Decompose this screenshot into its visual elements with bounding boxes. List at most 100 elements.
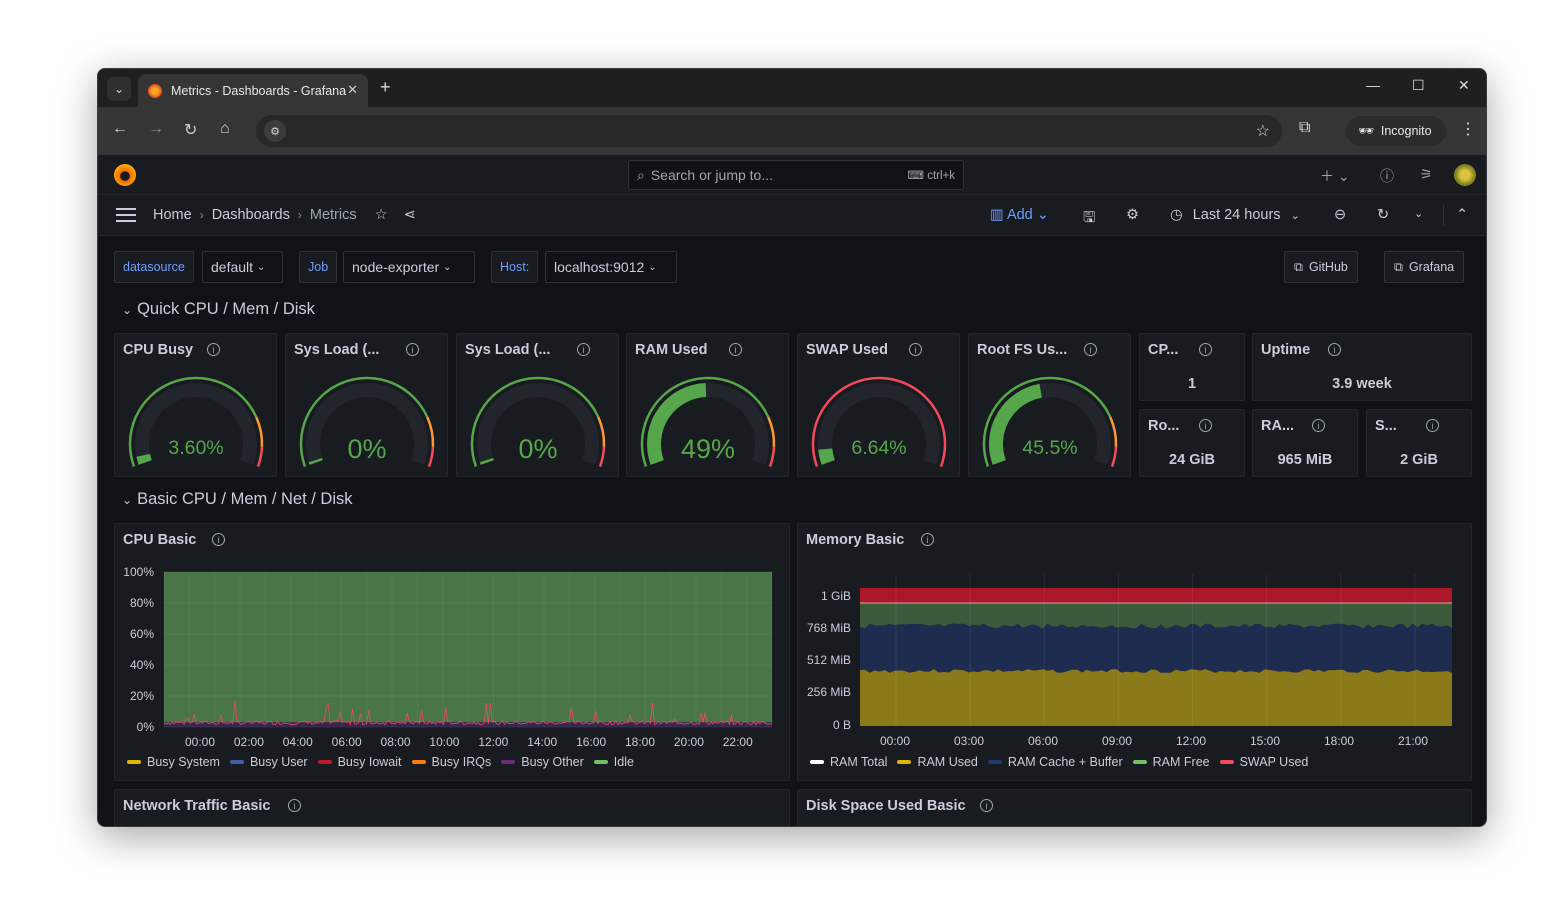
legend-item[interactable]: RAM Free [1132, 755, 1210, 769]
y-tick-label: 20% [130, 689, 154, 703]
minimize-button[interactable]: — [1366, 77, 1380, 93]
new-tab-button[interactable]: + [380, 77, 391, 97]
gauge-panel: Root FS Us... i 45.5% [968, 333, 1131, 477]
bookmark-star-icon[interactable]: ☆ [1255, 123, 1270, 140]
datasource-select[interactable]: default ⌄ [202, 251, 283, 283]
info-icon[interactable]: i [207, 343, 220, 356]
close-window-button[interactable]: ✕ [1458, 77, 1470, 93]
legend-item[interactable]: SWAP Used [1219, 755, 1308, 769]
info-icon[interactable]: i [980, 799, 993, 812]
legend-item[interactable]: Busy Iowait [317, 755, 402, 769]
cpu-basic-legend: Busy System Busy User Busy Iowait Busy IRQs… [127, 755, 634, 769]
add-panel-icon: ▥ [990, 207, 1004, 223]
browser-window: ⌄ Metrics - Dashboards - Grafana ✕ + — ☐… [97, 68, 1487, 827]
back-icon[interactable]: ← [112, 120, 128, 137]
legend-item[interactable]: Busy User [229, 755, 308, 769]
site-settings-icon[interactable]: ⚙ [264, 120, 286, 142]
reload-icon[interactable]: ↻ [184, 122, 198, 139]
search-input[interactable]: ⌕ Search or jump to... ⌨ ctrl+k [628, 160, 964, 190]
info-icon[interactable]: i [1328, 343, 1341, 356]
legend-item[interactable]: Busy System [127, 755, 220, 769]
settings-gear-icon[interactable]: ⚙ [1126, 207, 1139, 223]
info-icon[interactable]: i [406, 343, 419, 356]
info-icon[interactable]: i [288, 799, 301, 812]
tab-search-button[interactable]: ⌄ [107, 77, 131, 101]
info-icon[interactable]: i [729, 343, 742, 356]
time-picker[interactable]: ◷ Last 24 hours ⌄ [1170, 207, 1300, 223]
add-button[interactable]: ▥ Add ⌄ [990, 207, 1049, 223]
gauge-panel: RAM Used i 49% [626, 333, 789, 477]
extensions-icon[interactable]: ⧉ [1299, 119, 1311, 136]
info-icon[interactable]: i [1312, 419, 1325, 432]
avatar[interactable] [1454, 164, 1476, 186]
info-icon[interactable]: i [212, 533, 225, 546]
star-dashboard-icon[interactable]: ☆ [374, 207, 388, 223]
panel-title: S... [1375, 418, 1397, 434]
legend-item[interactable]: RAM Used [897, 755, 978, 769]
incognito-label: Incognito [1380, 124, 1432, 138]
x-tick-label: 06:00 [332, 735, 362, 749]
browser-tab[interactable]: Metrics - Dashboards - Grafana ✕ [138, 74, 368, 107]
info-icon[interactable]: i [921, 533, 934, 546]
info-icon[interactable]: i [577, 343, 590, 356]
panel-title: Disk Space Used Basic [806, 798, 966, 814]
info-icon[interactable]: i [1084, 343, 1097, 356]
info-icon[interactable]: i [1199, 419, 1212, 432]
info-icon[interactable]: i [1199, 343, 1212, 356]
incognito-badge[interactable]: 🕶 Incognito [1346, 116, 1446, 146]
stat-panel-rootfs-total: Ro... i 24 GiB [1139, 409, 1245, 477]
breadcrumb-current: Metrics [309, 207, 357, 223]
gauge-threshold-arc [982, 376, 1112, 467]
grafana-link-button[interactable]: ⧉ Grafana [1384, 251, 1465, 283]
x-tick-label: 16:00 [576, 735, 606, 749]
refresh-icon[interactable]: ↻ [1377, 207, 1390, 223]
new-menu-icon[interactable]: ＋ ⌄ [1320, 168, 1350, 184]
row-basic-header[interactable]: ⌄ Basic CPU / Mem / Net / Disk [122, 490, 353, 508]
busy-iowait-line [163, 701, 773, 726]
browser-menu-icon[interactable]: ⋮ [1460, 121, 1476, 138]
host-select[interactable]: localhost:9012 ⌄ [545, 251, 677, 283]
y-tick-label: 40% [130, 658, 154, 672]
memory-basic-chart[interactable]: 1 GiB 768 MiB 512 MiB 256 MiB 0 B 00:00 03:00 0… [798, 554, 1473, 754]
breadcrumb-home[interactable]: Home [153, 207, 192, 223]
breadcrumb-dashboards[interactable]: Dashboards [211, 207, 290, 223]
panel-title: Uptime [1261, 342, 1311, 358]
gauge-chart [299, 376, 435, 468]
stat-panel-uptime: Uptime i 3.9 week [1252, 333, 1472, 401]
github-link-button[interactable]: ⧉ GitHub [1284, 251, 1358, 283]
collapse-chevron-icon[interactable]: ⌃ [1456, 207, 1469, 223]
legend-label: Busy Iowait [337, 755, 402, 769]
row-quick-header[interactable]: ⌄ Quick CPU / Mem / Disk [122, 300, 315, 318]
forward-icon[interactable]: → [148, 120, 164, 137]
x-tick-label: 00:00 [880, 734, 910, 748]
maximize-button[interactable]: ☐ [1412, 77, 1425, 93]
save-dashboard-icon[interactable]: 🖫 [1083, 210, 1096, 226]
y-tick-label: 100% [123, 565, 154, 579]
gauge-value: 0% [518, 434, 558, 464]
close-tab-icon[interactable]: ✕ [347, 82, 358, 97]
legend-item[interactable]: Busy IRQs [411, 755, 491, 769]
legend-item[interactable]: Idle [593, 755, 634, 769]
menu-hamburger-icon[interactable] [116, 208, 136, 222]
x-tick-label: 18:00 [625, 735, 655, 749]
job-select[interactable]: node-exporter ⌄ [343, 251, 475, 283]
share-icon[interactable]: ⋖ [403, 207, 416, 223]
info-icon[interactable]: i [1426, 419, 1439, 432]
grafana-logo-icon[interactable] [114, 164, 136, 186]
help-icon[interactable]: ⓘ [1380, 168, 1394, 184]
legend-item[interactable]: Busy Other [501, 755, 584, 769]
address-bar[interactable]: ⚙ ☆ [256, 115, 1282, 147]
gauge-threshold-arc [255, 416, 264, 447]
refresh-interval-chevron-icon[interactable]: ⌄ [1414, 208, 1424, 220]
cpu-basic-chart[interactable]: 100% 80% 60% 40% 20% 0% 00:00 02:00 04:00 06:00 08… [115, 554, 791, 754]
gauge-panel: SWAP Used i 6.64% [797, 333, 960, 477]
chevron-down-icon: ⌄ [1290, 210, 1300, 222]
info-icon[interactable]: i [909, 343, 922, 356]
home-icon[interactable]: ⌂ [220, 120, 230, 137]
legend-item[interactable]: RAM Cache + Buffer [987, 755, 1123, 769]
news-feed-icon[interactable]: ⚞ [1420, 166, 1433, 182]
stat-value: 3.9 week [1332, 376, 1392, 392]
legend-item[interactable]: RAM Total [810, 755, 887, 769]
stat-panel-cpu-cores: CP... i 1 [1139, 333, 1245, 401]
zoom-out-icon[interactable]: ⊖ [1334, 207, 1347, 223]
